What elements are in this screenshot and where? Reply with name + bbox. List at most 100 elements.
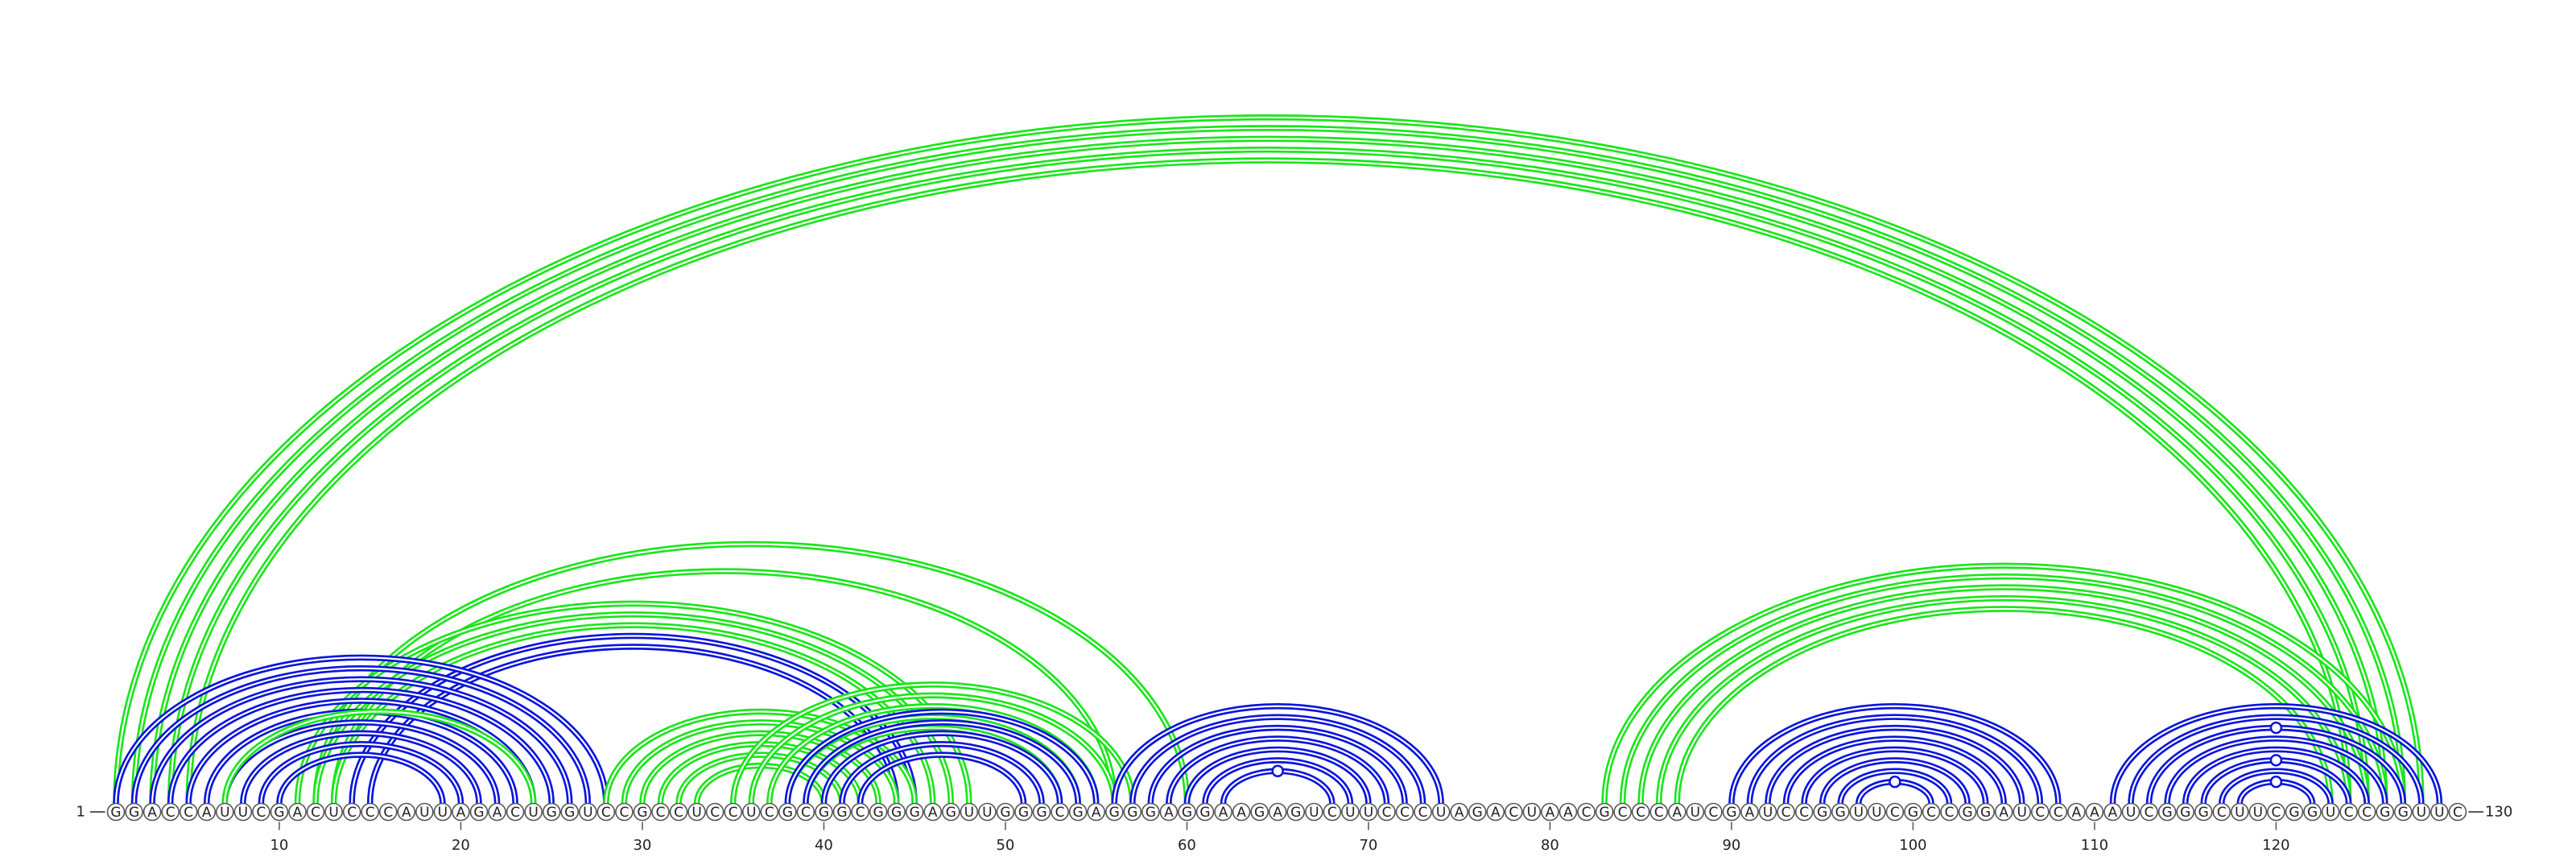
nucleotide-letter: G <box>1726 805 1736 821</box>
nucleotide-circle <box>1541 802 1559 822</box>
nucleotide-circle <box>778 802 797 822</box>
nucleotide: C <box>1051 802 1069 822</box>
nucleotide: U <box>1849 802 1868 822</box>
base-pair-arc-gap <box>1186 748 1370 804</box>
nucleotide-letter: A <box>2108 805 2118 821</box>
nucleotide-letter: U <box>1364 805 1373 821</box>
nucleotide: G <box>2157 802 2177 822</box>
nucleotide-circle <box>524 802 543 822</box>
nucleotide-circle <box>2157 802 2177 822</box>
nucleotide-circle <box>923 802 943 822</box>
nucleotide: C <box>597 802 616 822</box>
nucleotide-letter: A <box>1455 805 1464 821</box>
base-pair-arc-gap <box>677 754 844 804</box>
nucleotide-circle <box>960 802 979 822</box>
nucleotide-circle <box>2121 802 2140 822</box>
nucleotide-letter: C <box>1327 805 1337 821</box>
nucleotide-letter: U <box>238 805 248 821</box>
nucleotide: G <box>1032 802 1051 822</box>
nucleotide-letter: G <box>2398 805 2409 821</box>
nucleotide-circle <box>724 802 743 822</box>
nucleotide: G <box>815 802 833 822</box>
nucleotide-circle <box>1522 802 1542 822</box>
nucleotide-letter: G <box>129 805 139 821</box>
nucleotide: U <box>687 802 706 822</box>
nucleotide: G <box>2303 802 2322 822</box>
base-pair-arc-gap <box>1676 607 2332 804</box>
nucleotide: C <box>1940 802 1959 822</box>
nucleotide-circle <box>1104 802 1124 822</box>
nucleotide-circle <box>851 802 869 822</box>
base-pair-arc-gap <box>2220 770 2332 804</box>
nucleotide: G <box>469 802 489 822</box>
nucleotide-circle <box>669 802 688 822</box>
nucleotide-letter: A <box>1491 805 1501 821</box>
nucleotide: C <box>1613 802 1632 822</box>
nucleotide-letter: G <box>1146 805 1156 821</box>
nucleotide-circle <box>869 802 888 822</box>
nucleotide-letter: U <box>1872 805 1881 821</box>
axis-tick-label: 90 <box>1722 837 1740 854</box>
nucleotide: G <box>942 802 960 822</box>
base-pair-arc-gap <box>750 694 1116 804</box>
nucleotide-circle <box>1341 802 1360 822</box>
nucleotide-circle <box>942 802 960 822</box>
nucleotide-letter: U <box>528 805 538 821</box>
nucleotide-circle <box>1395 802 1414 822</box>
nucleotide: C <box>2267 802 2285 822</box>
nucleotide-circle <box>2357 802 2376 822</box>
base-pair-arc-gap <box>786 710 1097 804</box>
nucleotide: U <box>2412 802 2431 822</box>
nucleotide: C <box>361 802 380 822</box>
base-pair-arc-gap <box>623 721 898 804</box>
nucleotide-letter: U <box>982 805 992 821</box>
nucleotide-letter: U <box>1309 805 1319 821</box>
nucleotide-circle <box>615 802 634 822</box>
nucleotide: G <box>2194 802 2213 822</box>
nucleotide: G <box>1104 802 1124 822</box>
nucleotide: A <box>288 802 307 822</box>
nucleotide-circle <box>578 802 597 822</box>
nucleotide: A <box>1486 802 1505 822</box>
nucleotide: U <box>2248 802 2268 822</box>
nucleotide-circle <box>324 802 343 822</box>
nucleotide-circle <box>996 802 1015 822</box>
nucleotide-letter: C <box>1509 805 1518 821</box>
nucleotide-circle <box>2031 802 2050 822</box>
nucleotide: U <box>578 802 597 822</box>
nucleotide-circle <box>1268 802 1287 822</box>
nucleotide: U <box>1868 802 1886 822</box>
nucleotide-letter: U <box>1345 805 1355 821</box>
nucleotide-circle <box>361 802 380 822</box>
nucleotide-circle <box>2267 802 2285 822</box>
base-pair-arc <box>116 118 2421 804</box>
nucleotide-letter: G <box>547 805 557 821</box>
nucleotide: A <box>488 802 506 822</box>
nucleotide-circle <box>887 802 906 822</box>
nucleotide-letter: U <box>964 805 974 821</box>
nucleotide-circle <box>2285 802 2304 822</box>
nucleotide-circle <box>1141 802 1160 822</box>
base-pair-arc-gap <box>859 754 1025 804</box>
nucleotide: C <box>2140 802 2158 822</box>
nucleotide-circle <box>2212 802 2231 822</box>
base-pair-arc-gap <box>2184 748 2368 804</box>
nucleotide-letter: C <box>656 805 666 821</box>
nucleotide-letter: C <box>2272 805 2281 821</box>
nucleotide-letter: U <box>1854 805 1864 821</box>
nucleotide-letter: C <box>1636 805 1645 821</box>
base-pair-arcs <box>116 118 2443 804</box>
nucleotide-circle <box>2067 802 2086 822</box>
base-pair-arc-gap <box>260 743 462 804</box>
nucleotide-circle <box>1014 802 1033 822</box>
nucleotide-letter: C <box>1418 805 1428 821</box>
nucleotide-letter: A <box>1236 805 1246 821</box>
base-pair-arc-gap <box>1167 737 1388 804</box>
nucleotide-circle <box>1849 802 1868 822</box>
nucleotide: U <box>324 802 343 822</box>
base-pair-arc-gap <box>1150 727 1406 804</box>
nucleotide-letter: A <box>402 805 411 821</box>
nucleotide-letter: G <box>836 805 847 821</box>
nucleotide-circle <box>2339 802 2358 822</box>
nucleotide: G <box>887 802 906 822</box>
